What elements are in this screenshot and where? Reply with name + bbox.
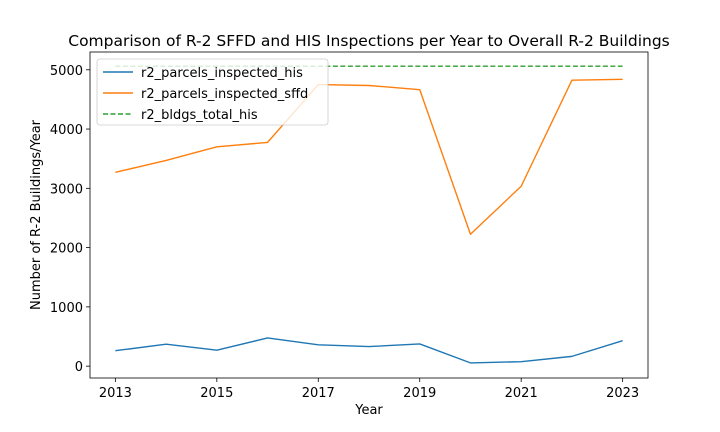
y-tick-label: 0: [75, 360, 83, 375]
plot-area: [89, 51, 649, 379]
legend-label: r2_bldgs_total_his: [141, 108, 258, 123]
y-tick-label: 3000: [50, 182, 83, 197]
y-tick-label: 5000: [50, 64, 83, 79]
series-line-r2_parcels_inspected_sffd: [115, 78, 623, 235]
legend-label: r2_parcels_inspected_his: [141, 66, 303, 81]
x-tick-label: 2017: [302, 386, 335, 401]
x-axis: 2013 2015 2017 2019 2021 2023: [99, 378, 639, 401]
x-tick-label: 2023: [606, 386, 639, 401]
y-axis: 0 1000 2000 3000 4000 5000: [50, 64, 90, 375]
y-tick-label: 1000: [50, 301, 83, 316]
x-tick-label: 2015: [200, 386, 233, 401]
y-tick-label: 4000: [50, 123, 83, 138]
x-axis-label: Year: [354, 403, 383, 418]
chart-title: Comparison of R-2 SFFD and HIS Inspectio…: [68, 32, 670, 50]
y-tick-label: 2000: [50, 242, 83, 257]
legend: r2_parcels_inspected_his r2_parcels_inspe…: [96, 58, 329, 126]
legend-box: [96, 58, 329, 126]
y-axis-label: Number of R-2 Buildings/Year: [29, 119, 44, 310]
x-tick-label: 2019: [403, 386, 436, 401]
legend-label: r2_parcels_inspected_sffd: [141, 87, 308, 102]
x-tick-label: 2013: [99, 386, 132, 401]
series-line-r2_parcels_inspected_his: [115, 337, 623, 364]
x-tick-label: 2021: [505, 386, 538, 401]
